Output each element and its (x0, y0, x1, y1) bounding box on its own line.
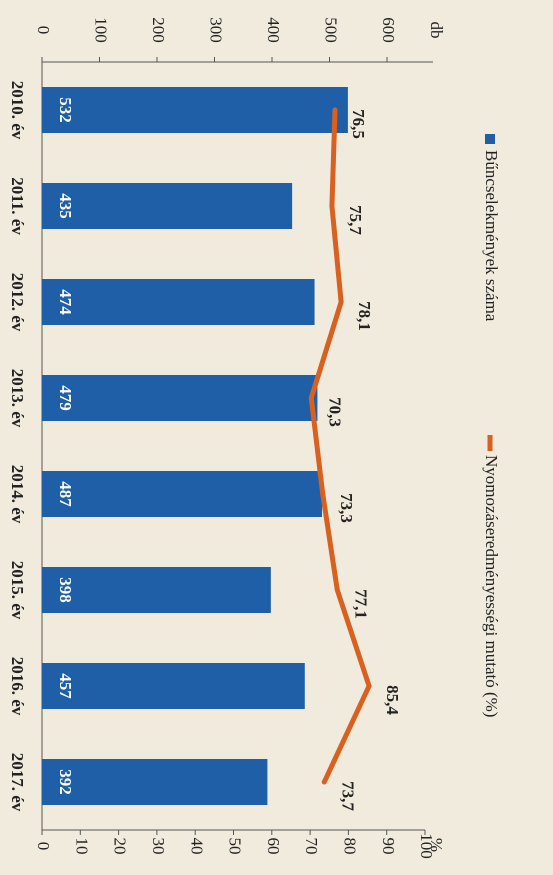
y2-tick-label: 40 (187, 838, 206, 855)
x-tick-label: 2012. év (8, 273, 27, 332)
bar-value-label: 532 (56, 97, 75, 123)
y2-axis-title: % (427, 838, 446, 852)
x-tick-label: 2017. év (8, 753, 27, 812)
bar (42, 183, 293, 229)
y-tick-label: 600 (379, 17, 398, 43)
line (308, 107, 372, 785)
bar (42, 759, 268, 805)
x-tick-label: 2010. év (8, 81, 27, 140)
line-value-label: 70,3 (325, 397, 344, 427)
y-axis-title: db (427, 22, 446, 39)
legend-label: Bűncselekmények száma (482, 150, 501, 322)
x-tick-label: 2014. év (8, 465, 27, 524)
y-tick-label: 400 (264, 17, 283, 43)
rotated-chart: db % 0 100 200 300 400 500 600 0 10 20 30 40 50 60 70 8… (8, 17, 501, 859)
bar (42, 87, 348, 133)
legend-swatch (485, 134, 495, 144)
y2-tick-label: 70 (302, 838, 321, 855)
y-tick-label: 500 (322, 17, 341, 43)
bar-value-label: 487 (56, 481, 75, 507)
y2-tick-label: 80 (340, 838, 359, 855)
y2-tick-label: 60 (264, 838, 283, 855)
bar (42, 471, 323, 517)
y2-tick-label: 20 (111, 838, 130, 855)
bar-value-label: 398 (56, 577, 75, 603)
x-tick-label: 2015. év (8, 561, 27, 620)
y2-tick-label: 30 (149, 838, 168, 855)
bar-value-label: 392 (56, 769, 75, 795)
bar (42, 663, 305, 709)
y2-tick-label: 90 (379, 838, 398, 855)
x-tick-label: 2011. év (8, 177, 27, 235)
bar (42, 279, 315, 325)
bar (42, 567, 271, 613)
y2-tick-label: 100 (417, 833, 436, 859)
y-tick-label: 100 (92, 17, 111, 43)
y2-tick-label: 0 (34, 842, 53, 851)
bar-value-label: 479 (56, 385, 75, 411)
bar (42, 375, 318, 421)
bar-value-label: 474 (56, 289, 75, 315)
x-tick-label: 2013. év (8, 369, 27, 428)
y-tick-label: 200 (149, 17, 168, 43)
bar-value-label: 435 (56, 193, 75, 219)
line-value-label: 78,1 (355, 301, 374, 331)
x-tick-label: 2016. év (8, 657, 27, 716)
y-tick-label: 0 (34, 26, 53, 35)
y-tick-label: 300 (207, 17, 226, 43)
line-value-label: 73,7 (338, 781, 357, 811)
y2-tick-label: 50 (226, 838, 245, 855)
line-value-label: 85,4 (383, 685, 402, 715)
legend-label: Nyomozáseredményességi mutató (%) (482, 455, 501, 717)
line-value-label: 77,1 (351, 589, 370, 619)
line-value-label: 75,7 (346, 205, 365, 235)
y2-tick-label: 10 (72, 838, 91, 855)
bar-value-label: 457 (56, 673, 75, 699)
line-value-label: 76,5 (349, 109, 368, 139)
line-value-label: 73,3 (337, 493, 356, 523)
